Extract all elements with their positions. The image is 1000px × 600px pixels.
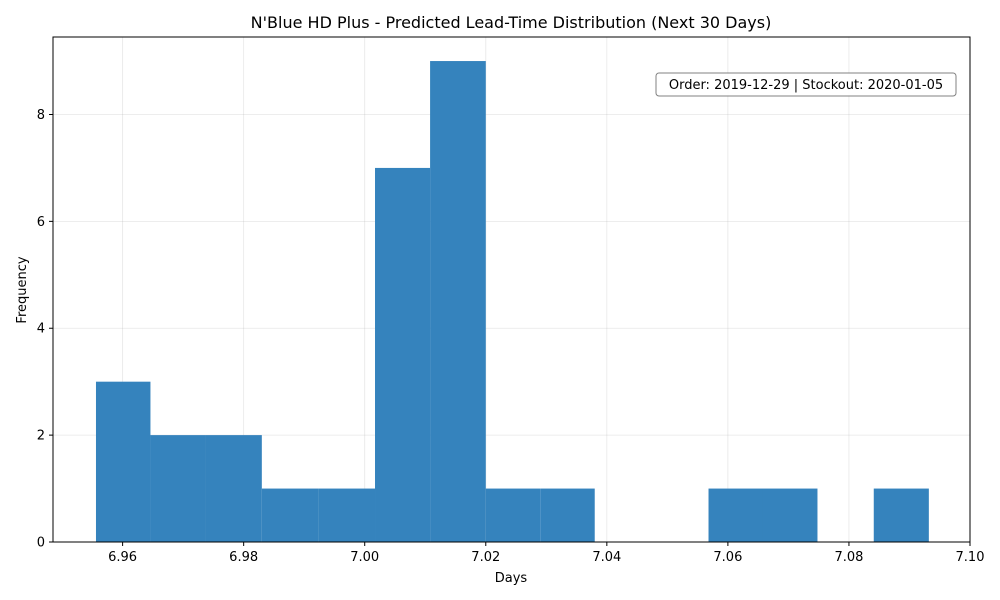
y-tick-label: 6 bbox=[37, 215, 45, 230]
y-tick-label: 4 bbox=[37, 322, 45, 337]
histogram-bar bbox=[205, 435, 262, 542]
histogram-bars bbox=[95, 61, 929, 543]
annotation-frame bbox=[655, 72, 957, 97]
x-tick-label: 7.00 bbox=[350, 550, 379, 565]
x-tick-label: 6.98 bbox=[229, 550, 258, 565]
histogram-bar bbox=[261, 488, 319, 542]
x-tick-label: 7.06 bbox=[713, 550, 742, 565]
x-tick-label: 7.04 bbox=[592, 550, 621, 565]
histogram-bar bbox=[95, 381, 151, 542]
x-tick-label: 7.02 bbox=[471, 550, 500, 565]
histogram-bar bbox=[150, 435, 206, 542]
histogram-bar bbox=[762, 488, 818, 542]
histogram-bar bbox=[318, 488, 376, 542]
annotation-box: Order: 2019-12-29 | Stockout: 2020-01-05 bbox=[655, 72, 957, 97]
y-tick-label: 0 bbox=[37, 536, 45, 551]
y-axis-label: Frequency bbox=[15, 256, 30, 323]
annotation-text: Order: 2019-12-29 | Stockout: 2020-01-05 bbox=[669, 78, 943, 93]
y-tick-label: 8 bbox=[37, 108, 45, 123]
x-axis-ticks: 6.96 6.98 7.00 7.02 7.04 7.06 7.08 7.10 bbox=[108, 542, 984, 565]
y-tick-label: 2 bbox=[37, 429, 45, 444]
plot-area-frame bbox=[52, 36, 971, 543]
histogram-bar bbox=[708, 488, 763, 542]
x-tick-label: 7.08 bbox=[834, 550, 863, 565]
y-axis-ticks: 0 2 4 6 8 bbox=[37, 108, 53, 551]
histogram-bar bbox=[540, 488, 595, 542]
histogram-bar bbox=[375, 167, 431, 543]
histogram-bar bbox=[873, 488, 929, 542]
x-axis-label: Days bbox=[495, 571, 528, 586]
chart-title: N'Blue HD Plus - Predicted Lead-Time Dis… bbox=[251, 13, 772, 32]
x-tick-label: 6.96 bbox=[108, 550, 137, 565]
x-tick-label: 7.10 bbox=[956, 550, 985, 565]
histogram-bar bbox=[430, 61, 486, 543]
histogram-bar bbox=[485, 488, 541, 542]
